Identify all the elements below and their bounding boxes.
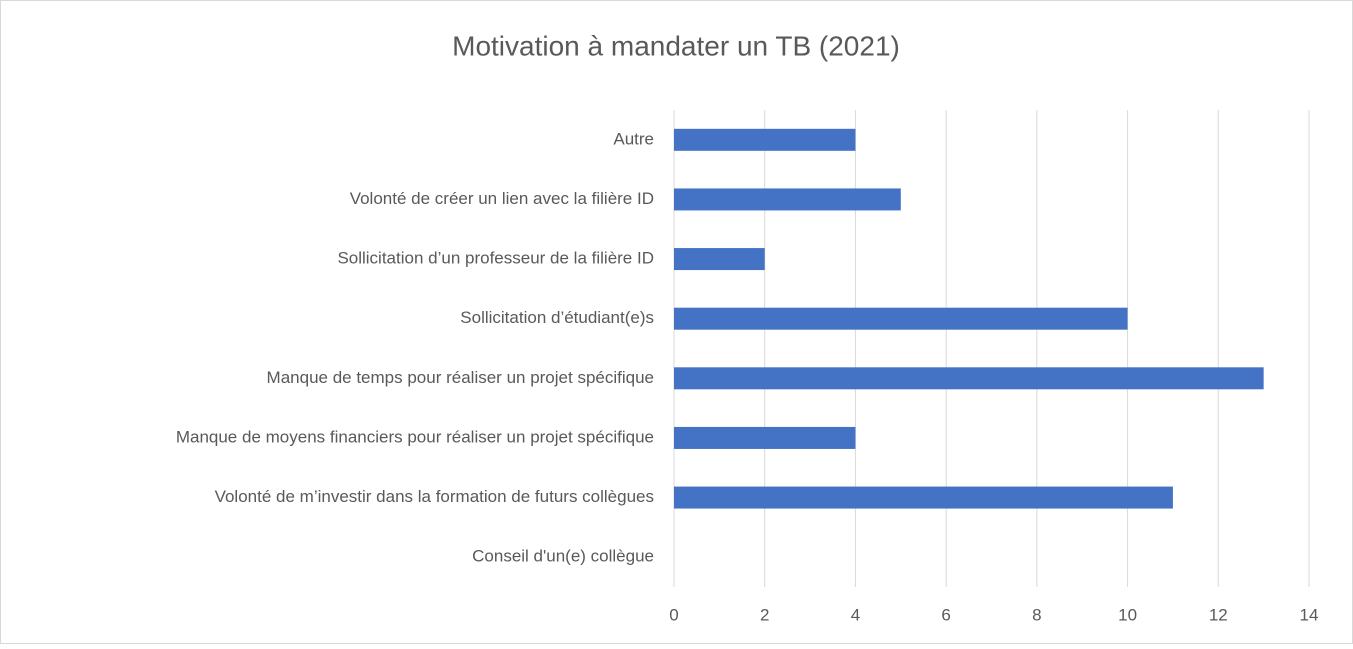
bar bbox=[674, 367, 1264, 390]
y-tick-label: Sollicitation d’un professeur de la fili… bbox=[337, 249, 654, 268]
y-tick-label: Manque de temps pour réaliser un projet … bbox=[267, 368, 654, 387]
x-tick-label: 4 bbox=[851, 605, 860, 624]
x-tick-label: 2 bbox=[760, 605, 769, 624]
y-tick-label: Conseil d'un(e) collègue bbox=[472, 547, 654, 566]
bar bbox=[674, 128, 856, 151]
bar bbox=[674, 486, 1173, 509]
y-tick-label: Volonté de créer un lien avec la filière… bbox=[350, 189, 654, 208]
x-tick-label: 6 bbox=[941, 605, 950, 624]
x-tick-label: 12 bbox=[1209, 605, 1228, 624]
bar bbox=[674, 426, 856, 449]
x-tick-label: 10 bbox=[1118, 605, 1137, 624]
y-tick-label: Sollicitation d’étudiant(e)s bbox=[460, 308, 654, 327]
y-tick-label: Volonté de m’investir dans la formation … bbox=[215, 487, 654, 506]
bar bbox=[674, 248, 765, 271]
bar bbox=[674, 188, 901, 211]
y-tick-label: Manque de moyens financiers pour réalise… bbox=[176, 427, 654, 446]
x-tick-label: 0 bbox=[669, 605, 678, 624]
x-tick-label: 14 bbox=[1300, 605, 1319, 624]
y-tick-label: Autre bbox=[613, 129, 654, 148]
x-tick-label: 8 bbox=[1032, 605, 1041, 624]
chart-title: Motivation à mandater un TB (2021) bbox=[452, 30, 900, 61]
bar bbox=[674, 307, 1128, 330]
